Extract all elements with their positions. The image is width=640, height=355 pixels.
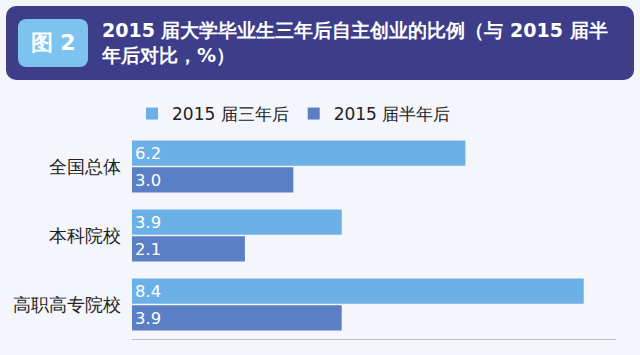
svg-text:3.0: 3.0 (135, 171, 161, 190)
svg-text:3.9: 3.9 (135, 213, 161, 232)
html-text:图 2: 图 2 (30, 30, 76, 55)
svg-text:2015 届半年后: 2015 届半年后 (334, 104, 451, 124)
svg-text:3.9: 3.9 (135, 309, 161, 328)
svg-text:2.1: 2.1 (135, 240, 161, 259)
svg-text:8.4: 8.4 (135, 282, 161, 301)
svg-text:6.2: 6.2 (135, 144, 161, 163)
svg-text:高职高专院校: 高职高专院校 (13, 294, 121, 315)
svg-text:全国总体: 全国总体 (49, 156, 121, 177)
svg-text:本科院校: 本科院校 (49, 225, 121, 246)
html-text:2015 届大学毕业生三年后自主创业的比例（与 2015 届: 2015 届大学毕业生三年后自主创业的比例（与 2015 届半年后对比，%） (102, 19, 608, 66)
svg-text:2015 届三年后: 2015 届三年后 (172, 104, 289, 124)
